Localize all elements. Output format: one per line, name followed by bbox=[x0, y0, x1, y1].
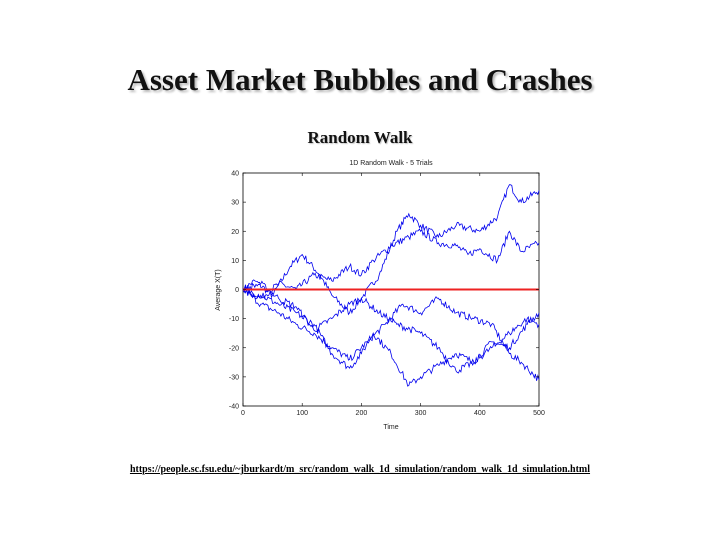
chart-title: 1D Random Walk - 5 Trials bbox=[349, 160, 433, 167]
series-line-4 bbox=[242, 287, 540, 387]
y-axis-label: Average X(T) bbox=[215, 269, 222, 311]
x-tick-label: 100 bbox=[296, 410, 308, 417]
y-tick-label: 0 bbox=[235, 287, 239, 294]
y-tick-label: -30 bbox=[229, 374, 239, 381]
series-line-5 bbox=[242, 280, 540, 374]
x-tick-label: 300 bbox=[415, 410, 427, 417]
series-line-3 bbox=[242, 288, 540, 381]
slide-subtitle: Random Walk bbox=[307, 128, 413, 147]
y-tick-label: 40 bbox=[231, 171, 239, 178]
source-link[interactable]: https://people.sc.fsu.edu/~jburkardt/m_s… bbox=[129, 464, 591, 475]
y-tick-label: 30 bbox=[231, 200, 239, 207]
series-line-1 bbox=[242, 184, 540, 316]
series-line-2 bbox=[242, 228, 540, 300]
x-tick-label: 400 bbox=[474, 410, 486, 417]
x-tick-label: 0 bbox=[241, 410, 245, 417]
slide-title: Asset Market Bubbles and Crashes bbox=[127, 62, 593, 97]
x-tick-label: 500 bbox=[533, 410, 545, 417]
x-axis-label: Time bbox=[383, 424, 398, 431]
y-tick-label: 20 bbox=[231, 229, 239, 236]
y-tick-label: -40 bbox=[229, 404, 239, 411]
y-tick-label: -10 bbox=[229, 316, 239, 323]
y-tick-label: -20 bbox=[229, 345, 239, 352]
y-tick-label: 10 bbox=[231, 258, 239, 265]
x-tick-label: 200 bbox=[356, 410, 368, 417]
